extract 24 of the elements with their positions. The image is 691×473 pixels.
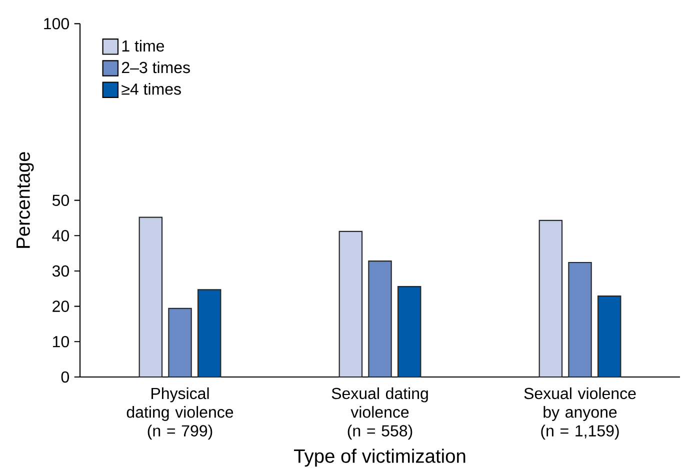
y-tick-label: 30 bbox=[52, 265, 69, 277]
bar bbox=[568, 262, 592, 378]
y-tick-label: 20 bbox=[52, 300, 69, 312]
bar bbox=[197, 289, 222, 378]
y-tick-label: 0 bbox=[61, 371, 69, 383]
bar bbox=[168, 308, 192, 378]
bar bbox=[338, 230, 363, 378]
y-tick-label: 10 bbox=[53, 336, 69, 348]
x-tick-label: Physical dating violence (n = 799) bbox=[126, 387, 234, 440]
legend-label: ≥4 times bbox=[122, 83, 181, 95]
y-tick-label: 40 bbox=[52, 230, 69, 242]
legend-label: 1 time bbox=[122, 40, 164, 52]
y-tick-label: 50 bbox=[52, 194, 69, 206]
x-tick-label: Sexual dating violence (n = 558) bbox=[332, 387, 428, 440]
legend-label: 2–3 times bbox=[122, 61, 190, 74]
y-axis-title: Percentage bbox=[16, 152, 34, 248]
bar bbox=[538, 220, 563, 378]
bar bbox=[138, 216, 163, 378]
bar bbox=[368, 260, 392, 378]
bar bbox=[597, 296, 622, 378]
x-tick-label: Sexual violence by anyone (n = 1,159) bbox=[524, 387, 636, 440]
y-tick-label: 100 bbox=[44, 18, 69, 30]
x-axis-title: Type of victimization bbox=[294, 448, 466, 467]
bar bbox=[397, 286, 422, 378]
